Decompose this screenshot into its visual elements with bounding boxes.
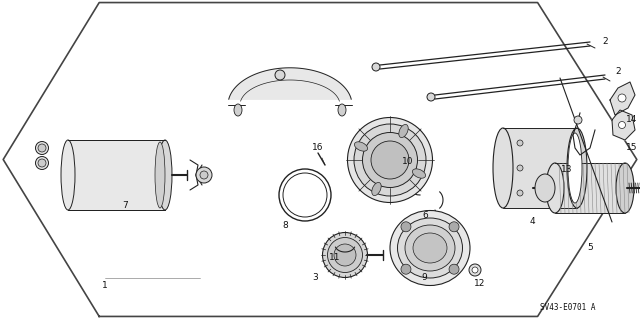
Text: 10: 10 [403,158,413,167]
Text: 16: 16 [312,144,324,152]
Text: 6: 6 [422,211,428,220]
Ellipse shape [38,159,46,167]
Ellipse shape [568,133,582,203]
Circle shape [618,94,626,102]
Bar [555,163,625,213]
Ellipse shape [328,238,362,272]
Ellipse shape [61,140,75,210]
Circle shape [449,222,459,232]
Text: 4: 4 [529,218,535,226]
Ellipse shape [38,144,46,152]
Circle shape [200,171,208,179]
Ellipse shape [158,140,172,210]
Ellipse shape [334,244,356,266]
Ellipse shape [546,163,564,213]
Ellipse shape [405,225,455,271]
Ellipse shape [35,142,49,154]
Ellipse shape [412,167,428,183]
Text: 7: 7 [122,201,128,210]
Ellipse shape [413,233,447,263]
Ellipse shape [412,169,426,178]
Ellipse shape [355,142,367,151]
Text: 2: 2 [615,68,621,77]
Ellipse shape [348,117,433,203]
Ellipse shape [35,157,49,169]
Text: 11: 11 [329,254,340,263]
Text: 12: 12 [474,278,486,287]
Ellipse shape [338,104,346,116]
Text: 8: 8 [282,220,288,229]
Circle shape [517,165,523,171]
Circle shape [574,116,582,124]
Text: 3: 3 [312,273,318,283]
Circle shape [196,167,212,183]
Polygon shape [612,110,635,140]
Polygon shape [610,82,635,115]
Ellipse shape [493,128,513,208]
Ellipse shape [567,128,587,208]
Text: 15: 15 [627,144,637,152]
Bar [68,140,165,210]
Text: 9: 9 [421,273,427,283]
Ellipse shape [283,173,327,217]
Text: 13: 13 [561,166,573,174]
Ellipse shape [234,104,242,116]
Text: SV43-E0701 A: SV43-E0701 A [540,303,595,313]
Ellipse shape [275,70,285,80]
Text: 14: 14 [627,115,637,124]
Polygon shape [228,68,351,99]
Ellipse shape [323,233,367,278]
Ellipse shape [354,124,426,196]
Ellipse shape [427,93,435,101]
Ellipse shape [616,163,634,213]
Ellipse shape [279,169,331,221]
Ellipse shape [371,141,409,179]
Ellipse shape [372,63,380,71]
Bar [503,128,578,208]
Circle shape [449,264,459,274]
Circle shape [401,264,411,274]
Ellipse shape [399,124,408,137]
Circle shape [517,140,523,146]
Circle shape [469,264,481,276]
Text: 1: 1 [102,280,108,290]
Ellipse shape [372,182,381,196]
Text: 5: 5 [587,243,593,253]
Ellipse shape [155,142,165,208]
Circle shape [401,222,411,232]
Ellipse shape [397,218,463,278]
Ellipse shape [362,132,417,188]
Circle shape [618,122,625,129]
Text: 2: 2 [602,38,608,47]
Ellipse shape [535,174,555,202]
Ellipse shape [390,211,470,286]
Circle shape [426,253,434,261]
Circle shape [517,190,523,196]
Circle shape [472,267,478,273]
